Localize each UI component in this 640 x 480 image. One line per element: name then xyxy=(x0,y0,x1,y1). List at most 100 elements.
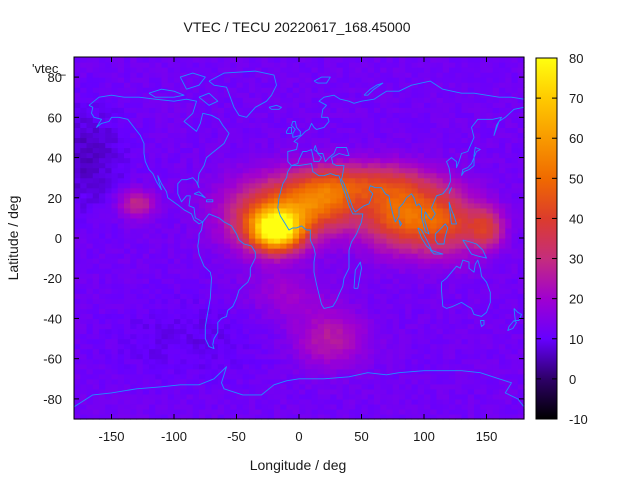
heatmap-cell xyxy=(218,163,225,169)
heatmap-cell xyxy=(137,339,144,345)
heatmap-cell xyxy=(487,193,494,199)
heatmap-cell xyxy=(380,122,387,128)
heatmap-cell xyxy=(299,97,306,103)
heatmap-cell xyxy=(80,329,87,335)
heatmap-cell xyxy=(424,273,431,279)
heatmap-cell xyxy=(455,303,462,309)
heatmap-cell xyxy=(399,334,406,340)
heatmap-cell xyxy=(105,112,112,118)
heatmap-cell xyxy=(405,329,412,335)
heatmap-cell xyxy=(337,318,344,324)
heatmap-cell xyxy=(218,127,225,133)
heatmap-cell xyxy=(468,329,475,335)
heatmap-cell xyxy=(293,404,300,410)
heatmap-cell xyxy=(418,399,425,405)
heatmap-cell xyxy=(268,223,275,229)
heatmap-cell xyxy=(462,293,469,299)
heatmap-cell xyxy=(449,308,456,314)
heatmap-cell xyxy=(405,102,412,108)
heatmap-cell xyxy=(105,168,112,174)
heatmap-cell xyxy=(318,323,325,329)
heatmap-cell xyxy=(130,102,137,108)
heatmap-cell xyxy=(349,77,356,83)
heatmap-cell xyxy=(180,293,187,299)
heatmap-cell xyxy=(449,293,456,299)
heatmap-cell xyxy=(268,193,275,199)
heatmap-cell xyxy=(199,308,206,314)
heatmap-cell xyxy=(155,127,162,133)
heatmap-cell xyxy=(387,223,394,229)
heatmap-cell xyxy=(405,142,412,148)
heatmap-cell xyxy=(74,238,81,244)
heatmap-cell xyxy=(255,359,262,365)
heatmap-cell xyxy=(443,359,450,365)
heatmap-cell xyxy=(224,379,231,385)
heatmap-cell xyxy=(105,288,112,294)
heatmap-cell xyxy=(430,379,437,385)
heatmap-cell xyxy=(505,293,512,299)
heatmap-cell xyxy=(368,168,375,174)
heatmap-cell xyxy=(293,323,300,329)
heatmap-cell xyxy=(105,344,112,350)
heatmap-cell xyxy=(174,218,181,224)
heatmap-cell xyxy=(99,77,106,83)
heatmap-cell xyxy=(499,243,506,249)
heatmap-cell xyxy=(130,238,137,244)
heatmap-cell xyxy=(149,334,156,340)
heatmap-cell xyxy=(355,82,362,88)
heatmap-cell xyxy=(337,112,344,118)
heatmap-cell xyxy=(499,359,506,365)
heatmap-cell xyxy=(80,303,87,309)
heatmap-cell xyxy=(387,349,394,355)
heatmap-cell xyxy=(443,173,450,179)
heatmap-cell xyxy=(280,409,287,415)
heatmap-cell xyxy=(130,132,137,138)
heatmap-cell xyxy=(443,409,450,415)
heatmap-cell xyxy=(355,288,362,294)
heatmap-cell xyxy=(305,173,312,179)
heatmap-cell xyxy=(399,404,406,410)
heatmap-cell xyxy=(187,399,194,405)
heatmap-cell xyxy=(162,127,169,133)
heatmap-cell xyxy=(299,334,306,340)
heatmap-cell xyxy=(387,339,394,345)
heatmap-cell xyxy=(149,374,156,380)
heatmap-cell xyxy=(237,213,244,219)
heatmap-cell xyxy=(505,344,512,350)
heatmap-cell xyxy=(249,213,256,219)
heatmap-cell xyxy=(243,263,250,269)
heatmap-cell xyxy=(462,273,469,279)
heatmap-cell xyxy=(224,228,231,234)
heatmap-cell xyxy=(174,394,181,400)
heatmap-cell xyxy=(193,349,200,355)
heatmap-cell xyxy=(487,198,494,204)
heatmap-cell xyxy=(412,62,419,68)
heatmap-cell xyxy=(199,148,206,154)
heatmap-cell xyxy=(287,228,294,234)
heatmap-cell xyxy=(399,122,406,128)
heatmap-cell xyxy=(249,208,256,214)
heatmap-cell xyxy=(174,248,181,254)
heatmap-cell xyxy=(287,303,294,309)
heatmap-cell xyxy=(474,339,481,345)
heatmap-cell xyxy=(374,132,381,138)
heatmap-cell xyxy=(74,344,81,350)
heatmap-cell xyxy=(405,404,412,410)
heatmap-cell xyxy=(137,323,144,329)
heatmap-cell xyxy=(437,308,444,314)
heatmap-cell xyxy=(374,72,381,78)
heatmap-cell xyxy=(168,122,175,128)
heatmap-cell xyxy=(124,374,131,380)
heatmap-cell xyxy=(255,77,262,83)
heatmap-cell xyxy=(130,67,137,73)
heatmap-cell xyxy=(80,243,87,249)
heatmap-cell xyxy=(474,218,481,224)
heatmap-cell xyxy=(330,394,337,400)
heatmap-cell xyxy=(180,313,187,319)
heatmap-cell xyxy=(349,117,356,123)
heatmap-cell xyxy=(312,308,319,314)
heatmap-cell xyxy=(505,278,512,284)
heatmap-cell xyxy=(387,228,394,234)
heatmap-cell xyxy=(387,117,394,123)
heatmap-cell xyxy=(474,404,481,410)
